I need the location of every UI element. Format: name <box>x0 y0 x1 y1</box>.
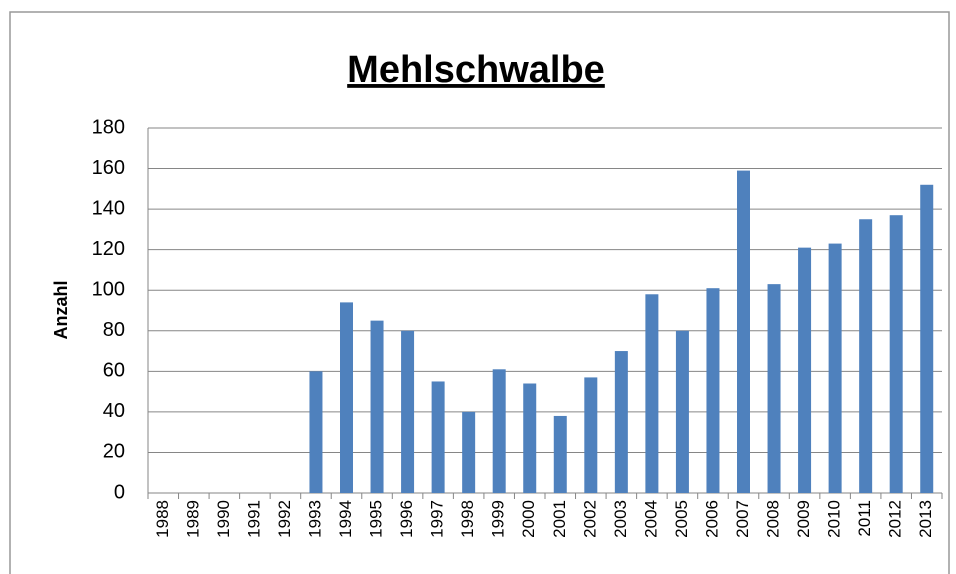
y-tick-label: 160 <box>92 157 125 179</box>
bar <box>828 243 842 493</box>
bar <box>553 415 567 493</box>
bar <box>523 383 537 493</box>
bar <box>614 351 628 493</box>
x-tick-label: 2003 <box>611 500 630 538</box>
bar <box>920 184 934 493</box>
x-tick-label: 2004 <box>641 500 660 538</box>
x-tick-label: 1989 <box>183 500 202 538</box>
bar <box>309 371 323 493</box>
x-tick-label: 2013 <box>916 500 935 538</box>
x-tick-label: 2009 <box>794 500 813 538</box>
y-tick-label: 40 <box>103 400 125 422</box>
bar <box>492 369 506 493</box>
y-tick-label: 0 <box>114 481 125 503</box>
bar <box>737 170 750 494</box>
bar <box>340 302 353 493</box>
x-tick-label: 1994 <box>336 500 355 538</box>
x-tick-label: 1992 <box>275 500 294 538</box>
x-tick-label: 2000 <box>519 500 538 538</box>
bar <box>859 219 873 493</box>
y-tick-label: 100 <box>92 279 125 301</box>
y-tick-label: 60 <box>103 360 125 382</box>
x-tick-label: 2002 <box>580 500 599 538</box>
x-tick-label: 1990 <box>214 500 233 538</box>
x-tick-label: 2011 <box>855 500 874 537</box>
x-tick-label: 1997 <box>428 500 447 538</box>
x-tick-label: 2006 <box>702 500 721 538</box>
chart-frame <box>9 11 950 574</box>
bar <box>645 294 659 493</box>
bar <box>675 330 689 493</box>
x-tick-label: 1993 <box>305 500 324 538</box>
bar <box>889 215 903 493</box>
bar <box>431 381 445 493</box>
x-tick-label: 2007 <box>733 500 752 538</box>
y-tick-label: 20 <box>103 441 125 463</box>
bar <box>462 411 476 493</box>
y-tick-label: 80 <box>103 319 125 341</box>
x-tick-label: 2010 <box>825 500 844 538</box>
x-tick-label: 2008 <box>764 500 783 538</box>
x-tick-label: 2005 <box>672 500 691 538</box>
x-tick-label: 1988 <box>153 500 172 538</box>
chart-title: Mehlschwalbe <box>347 49 605 91</box>
y-tick-label: 180 <box>92 116 125 138</box>
x-tick-label: 1999 <box>489 500 508 538</box>
x-tick-label: 1998 <box>458 500 477 538</box>
y-tick-label: 140 <box>92 197 125 219</box>
x-tick-label: 1995 <box>367 500 386 538</box>
y-tick-label: 120 <box>92 238 125 260</box>
bar <box>767 284 781 493</box>
x-tick-label: 2001 <box>550 500 569 538</box>
y-axis-label: Anzahl <box>51 280 71 339</box>
x-tick-label: 2012 <box>886 500 905 538</box>
x-tick-label: 1991 <box>244 500 263 538</box>
bar <box>584 377 598 493</box>
bar <box>798 247 812 493</box>
bar <box>370 320 384 493</box>
bar <box>401 330 415 493</box>
bar <box>706 288 720 493</box>
x-tick-label: 1996 <box>397 500 416 538</box>
